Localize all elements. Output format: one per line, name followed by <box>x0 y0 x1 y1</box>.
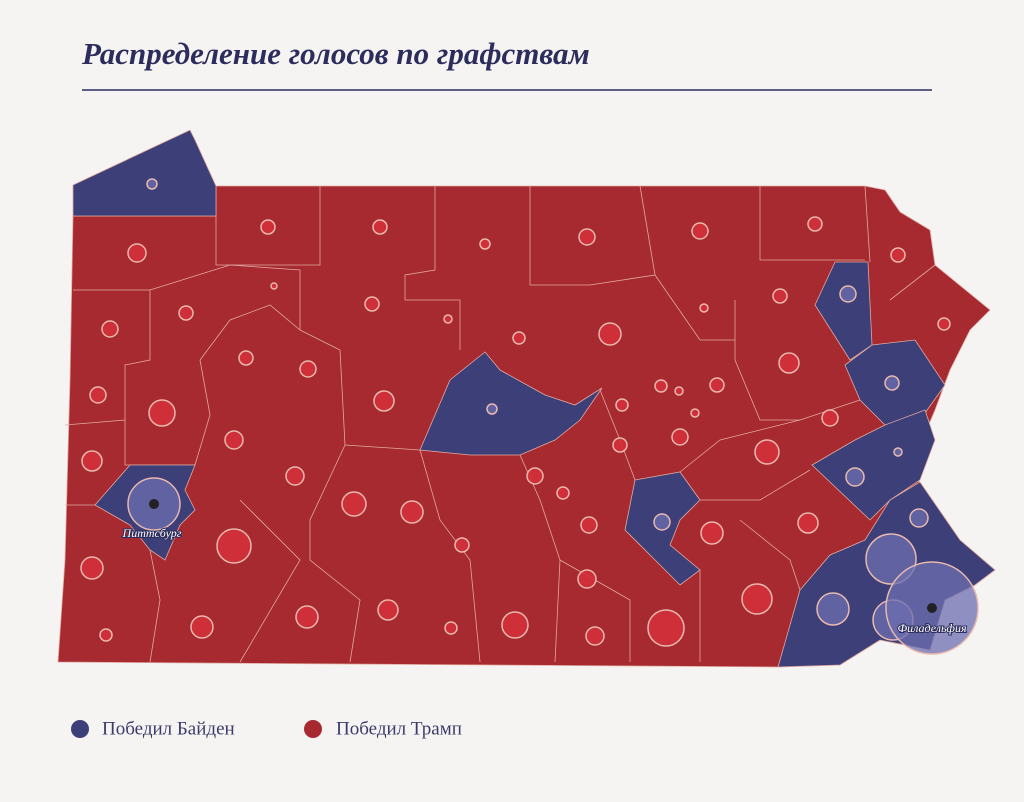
vote-circle <box>216 528 252 564</box>
vote-circle <box>909 508 929 528</box>
vote-circle <box>884 375 900 391</box>
vote-circle <box>341 491 367 517</box>
vote-circle <box>501 611 529 639</box>
vote-circle <box>81 450 103 472</box>
vote-circle <box>797 512 819 534</box>
vote-circle <box>99 628 113 642</box>
county-erie <box>72 129 217 217</box>
legend-label: Победил Трамп <box>336 718 462 739</box>
vote-circle <box>372 219 388 235</box>
vote-circle <box>364 296 380 312</box>
vote-circle <box>577 569 597 589</box>
vote-circle <box>486 403 498 415</box>
vote-circle <box>778 352 800 374</box>
vote-circle <box>454 537 470 553</box>
county-lackawanna <box>814 261 873 361</box>
vote-circle <box>238 350 254 366</box>
vote-circle <box>101 320 119 338</box>
vote-circle <box>373 390 395 412</box>
vote-circle <box>839 285 857 303</box>
vote-circle <box>709 377 725 393</box>
county-lehigh <box>811 409 936 521</box>
vote-circle <box>653 513 671 531</box>
vote-circle <box>146 178 158 190</box>
vote-circle <box>845 467 865 487</box>
vote-circle <box>654 379 668 393</box>
vote-circle <box>699 303 709 313</box>
vote-circle <box>612 437 628 453</box>
title: Распределение голосов по графствам <box>81 36 590 71</box>
vote-circle <box>512 331 526 345</box>
vote-circle <box>821 409 839 427</box>
map: Питтсбург Филадельфия <box>57 129 996 668</box>
vote-circle <box>700 521 724 545</box>
vote-circle <box>890 247 906 263</box>
vote-circle <box>754 439 780 465</box>
county-centre <box>419 351 603 456</box>
vote-circle <box>937 317 951 331</box>
vote-circle <box>741 583 773 615</box>
vote-circle <box>578 228 596 246</box>
vote-circle <box>526 467 544 485</box>
vote-circle <box>807 216 823 232</box>
vote-circle <box>598 322 622 346</box>
vote-circle <box>190 615 214 639</box>
vote-circle <box>148 399 176 427</box>
vote-circle <box>615 398 629 412</box>
vote-circle <box>580 516 598 534</box>
vote-circle <box>816 592 850 626</box>
vote-circle <box>443 314 453 324</box>
vote-circle <box>178 305 194 321</box>
vote-circle <box>556 486 570 500</box>
vote-circle <box>671 428 689 446</box>
vote-circle <box>647 609 685 647</box>
vote-circle <box>772 288 788 304</box>
vote-circle <box>893 447 903 457</box>
city-dot <box>927 603 937 613</box>
vote-circle <box>690 408 700 418</box>
vote-circle <box>674 386 684 396</box>
vote-circle <box>299 360 317 378</box>
vote-circle <box>444 621 458 635</box>
vote-circle <box>224 430 244 450</box>
vote-circle <box>377 599 399 621</box>
vote-circle <box>127 243 147 263</box>
vote-circle <box>270 282 278 290</box>
vote-circle <box>691 222 709 240</box>
city-dot <box>149 499 159 509</box>
legend-swatch <box>71 720 89 738</box>
city-label: Филадельфия <box>897 621 966 635</box>
vote-circle <box>400 500 424 524</box>
vote-circle <box>585 626 605 646</box>
vote-circle <box>295 605 319 629</box>
vote-circle <box>260 219 276 235</box>
legend: Победил Байден Победил Трамп <box>71 718 462 739</box>
city-label: Питтсбург <box>122 526 182 540</box>
legend-label: Победил Байден <box>102 718 235 739</box>
vote-circle <box>89 386 107 404</box>
vote-circle <box>479 238 491 250</box>
vote-circle <box>80 556 104 580</box>
vote-circle <box>285 466 305 486</box>
legend-swatch <box>304 720 322 738</box>
